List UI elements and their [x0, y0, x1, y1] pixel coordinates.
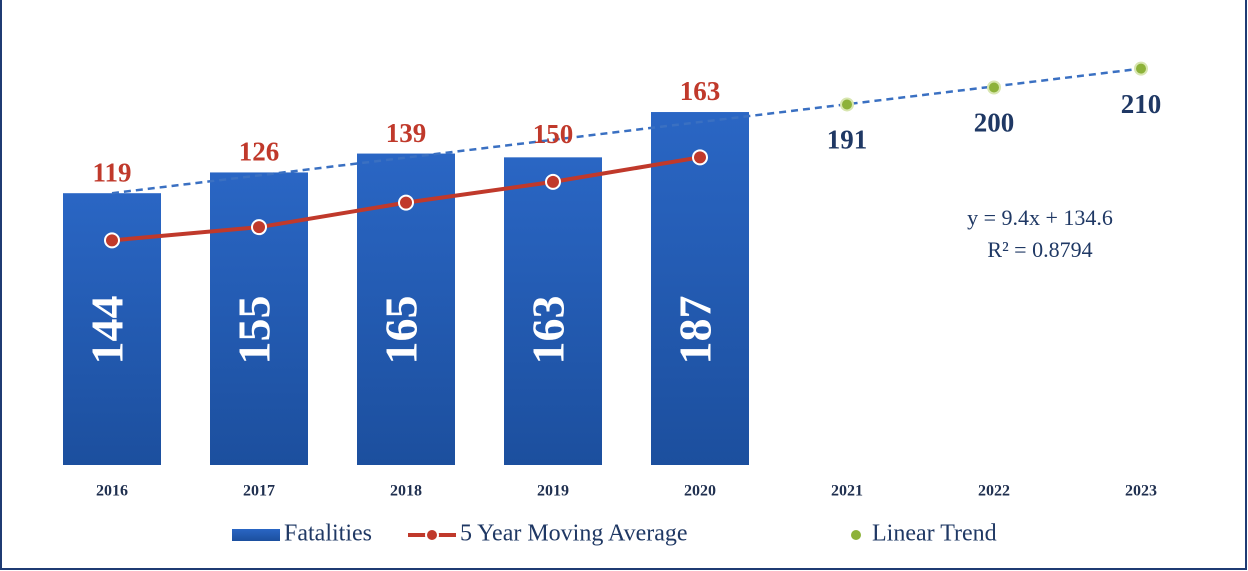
- trend-label: 200: [974, 108, 1015, 138]
- trend-label: 191: [827, 125, 868, 155]
- trend-line: [111, 67, 1142, 195]
- bar-label: 187: [670, 296, 721, 365]
- legend-label: Fatalities: [284, 521, 372, 547]
- line-label: 150: [533, 119, 574, 149]
- line-marker: [545, 173, 561, 190]
- legend-label: Linear Trend: [872, 521, 997, 547]
- r-squared: R² = 0.8794: [987, 237, 1092, 262]
- line-label: 126: [239, 137, 280, 167]
- legend-swatch: [425, 528, 439, 542]
- x-tick-label: 2017: [243, 483, 275, 500]
- legend-label: 5 Year Moving Average: [460, 521, 688, 547]
- trend-point: [987, 80, 1001, 95]
- x-tick-label: 2019: [537, 483, 569, 500]
- legend-swatch: [851, 530, 861, 540]
- trend-point: [840, 97, 854, 112]
- x-tick-label: 2020: [684, 483, 716, 500]
- trend-point: [1134, 61, 1148, 76]
- bar: [504, 157, 602, 465]
- x-tick-label: 2018: [390, 483, 422, 500]
- bar-label: 165: [376, 296, 427, 365]
- line-label: 119: [92, 157, 131, 187]
- x-tick-label: 2016: [96, 483, 128, 500]
- x-tick-label: 2022: [978, 483, 1010, 500]
- line-marker: [104, 232, 120, 249]
- bar-label: 155: [229, 296, 280, 365]
- x-tick-label: 2023: [1125, 483, 1157, 500]
- line-label: 163: [680, 76, 721, 106]
- trend-label: 210: [1121, 89, 1162, 119]
- line-marker: [692, 149, 708, 166]
- line-marker: [251, 219, 267, 236]
- x-tick-label: 2021: [831, 483, 863, 500]
- equation: y = 9.4x + 134.6: [967, 205, 1113, 230]
- bar-label: 144: [82, 296, 133, 365]
- legend-swatch: [232, 529, 280, 541]
- line-label: 139: [386, 118, 427, 148]
- bar: [651, 112, 749, 465]
- bar-label: 163: [523, 296, 574, 365]
- line-marker: [398, 194, 414, 211]
